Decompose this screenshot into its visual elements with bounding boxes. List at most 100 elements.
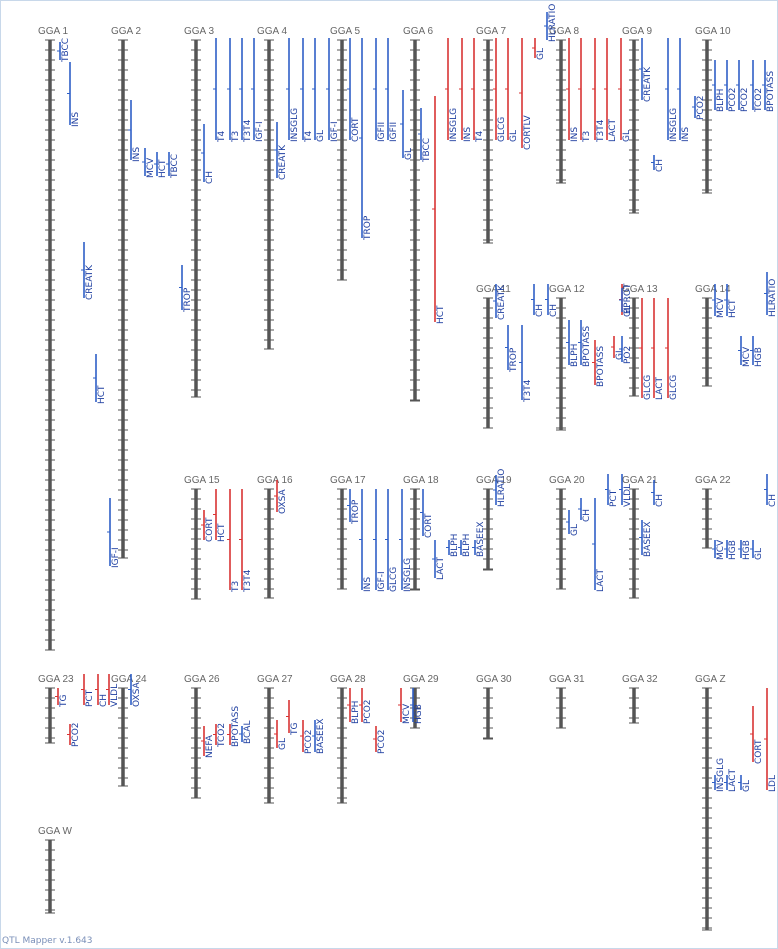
qtl-t4: T4 xyxy=(213,38,227,143)
chromosome-title: GGA 31 xyxy=(549,674,585,685)
qtl-label: GL xyxy=(615,348,625,360)
qtl-label: LACT xyxy=(728,768,738,792)
qtl-bpotass: BPOTASS xyxy=(592,340,606,387)
qtl-label: MCV xyxy=(742,346,752,367)
qtl-label: GL xyxy=(570,524,580,536)
qtl-label: T4 xyxy=(475,131,485,143)
chromosome-gga-16: GGA 16 OXSA xyxy=(257,475,293,599)
qtl-tbcc: TBCC xyxy=(166,152,180,179)
qtl-vldl: VLDL xyxy=(106,674,120,707)
qtl-label: GL xyxy=(754,548,764,560)
qtl-label: TG xyxy=(59,695,69,708)
qtl-t4: T4 xyxy=(471,38,485,143)
qtl-label: HCT xyxy=(436,305,446,324)
chromosome-gga-w: GGA W xyxy=(38,826,72,914)
qtl-mcv: MCV xyxy=(142,148,156,178)
qtl-label: PCO2 xyxy=(728,87,738,112)
chromosome-title: GGA 26 xyxy=(184,674,220,685)
qtl-ch: CH xyxy=(578,498,592,522)
qtl-label: CH xyxy=(655,159,665,172)
chromosome-title: GGA W xyxy=(38,826,72,837)
qtl-label: BPOTASS xyxy=(231,706,241,747)
qtl-label: BLPH xyxy=(450,534,460,557)
qtl-label: BASEEX xyxy=(316,718,326,754)
qtl-blph: BLPH xyxy=(347,688,361,724)
qtl-label: VLDL xyxy=(623,484,633,507)
qtl-label: PO2 xyxy=(623,346,633,364)
qtl-hgb: HGB xyxy=(738,540,752,560)
qtl-label: CORT xyxy=(205,517,215,542)
chromosome-gga-31: GGA 31 xyxy=(549,674,585,729)
qtl-cort: CORT xyxy=(347,38,361,142)
chromosome-title: GGA 10 xyxy=(695,26,731,37)
qtl-pct: PCT xyxy=(605,474,619,507)
qtl-glcg: GLCG xyxy=(639,298,653,400)
chromosome-title: GGA 14 xyxy=(695,284,731,295)
qtl-label: MCV xyxy=(146,157,156,178)
qtl-pco2: PCO2 xyxy=(724,60,738,112)
qtl-label: TROP xyxy=(351,499,361,525)
qtl-gl: GL xyxy=(312,38,326,142)
qtl-tbcc: TBCC xyxy=(418,108,432,163)
qtl-tg: TG xyxy=(55,688,69,708)
qtl-label: LACT xyxy=(436,556,446,580)
qtl-gl: GL xyxy=(611,336,625,360)
qtl-cortlv: CORTLV xyxy=(519,38,533,150)
qtl-label: PCO2 xyxy=(71,722,81,747)
qtl-label: HGB xyxy=(728,540,738,560)
qtl-trop: TROP xyxy=(347,489,361,525)
qtl-igfii: IGFII xyxy=(373,38,387,142)
chromosome-title: GGA Z xyxy=(695,674,726,685)
chromosome-title: GGA 22 xyxy=(695,475,731,486)
qtl-hgb: HGB xyxy=(724,540,738,560)
qtl-label: INSGLG xyxy=(716,758,726,792)
qtl-trop: TROP xyxy=(179,265,193,313)
chromosome-title: GGA 16 xyxy=(257,475,293,486)
qtl-label: CORT xyxy=(754,739,764,764)
qtl-igfii: IGFII xyxy=(385,38,399,142)
qtl-insglg: INSGLG xyxy=(665,38,679,142)
qtl-pco2: PCO2 xyxy=(300,720,314,754)
qtl-label: INSGLG xyxy=(449,108,459,142)
qtl-label: BLPH xyxy=(716,89,726,112)
chromosome-title: GGA 32 xyxy=(622,674,658,685)
qtl-t3: T3 xyxy=(578,38,592,143)
qtl-label: CORT xyxy=(351,117,361,142)
qtl-pco2: PCO2 xyxy=(736,60,750,112)
qtl-nefa: NEFA xyxy=(201,726,215,758)
chromosome-gga-z: GGA Z INSGLG LACT GL CORT LDL xyxy=(695,674,778,931)
qtl-label: CH xyxy=(535,304,545,317)
qtl-hgb: HGB xyxy=(750,336,764,367)
chromosome-title: GGA 24 xyxy=(111,674,147,685)
qtl-blph: BLPH xyxy=(712,60,726,112)
qtl-label: INSGLG xyxy=(290,108,300,142)
qtl-bpotass: BPOTASS xyxy=(578,320,592,367)
qtl-label: BPOTASS xyxy=(596,346,606,387)
qtl-t4: T4 xyxy=(300,38,314,143)
qtl-label: TG xyxy=(290,723,300,736)
chromosome-gga-23: GGA 23 TG PCO2 PCT CH xyxy=(38,674,109,747)
qtl-pco2: PCO2 xyxy=(67,722,81,747)
qtl-igf-i: IGF-I xyxy=(326,38,340,142)
qtl-label: T3T4 xyxy=(523,379,533,403)
chromosome-title: GGA 6 xyxy=(403,26,433,37)
qtl-label: TCO2 xyxy=(754,88,764,113)
qtl-label: T3T4 xyxy=(243,569,253,593)
qtl-label: LDL xyxy=(768,775,778,792)
qtl-mcv: MCV xyxy=(712,284,726,318)
qtl-label: GLCG xyxy=(669,375,679,400)
qtl-blph: BLPH xyxy=(446,534,460,557)
qtl-label: GL xyxy=(622,130,632,142)
qtl-label: BLPH xyxy=(462,534,472,557)
qtl-label: NEFA xyxy=(205,734,215,758)
qtl-cort: CORT xyxy=(420,489,434,538)
qtl-ch: CH xyxy=(531,284,545,317)
